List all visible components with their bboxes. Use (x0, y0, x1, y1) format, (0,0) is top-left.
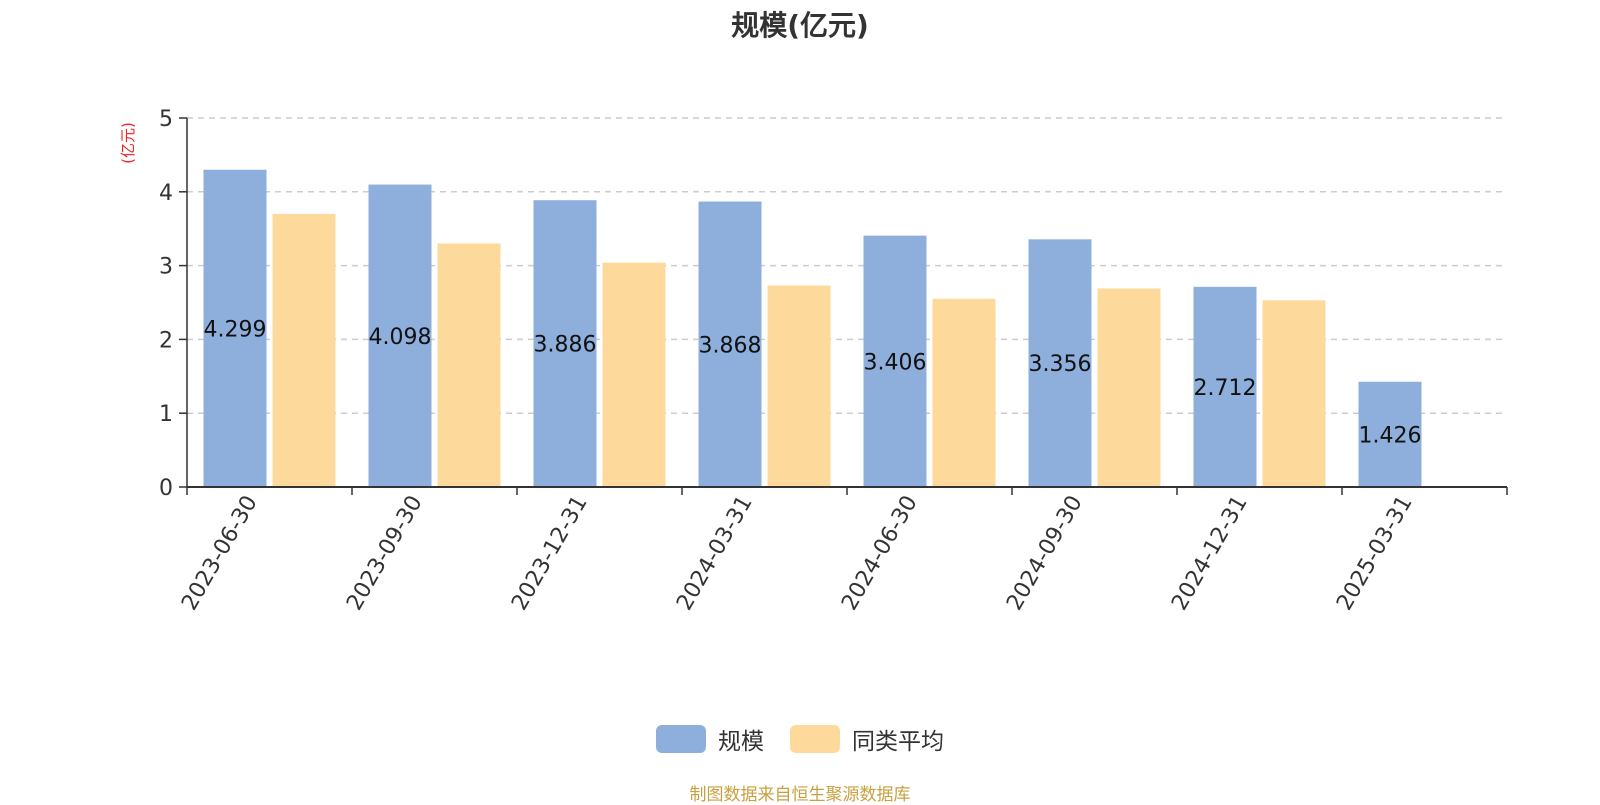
data-label-scale-5: 3.356 (1029, 352, 1092, 377)
x-tick-label-1: 2023-09-30 (342, 492, 428, 615)
bar-scale-5 (1028, 239, 1092, 487)
bar-peer-average-4 (932, 298, 996, 487)
bar-peer-average-5 (1097, 288, 1161, 487)
bar-scale-7 (1358, 381, 1422, 487)
source-note: 制图数据来自恒生聚源数据库 (689, 785, 911, 805)
x-tick-label-6: 2024-12-31 (1167, 492, 1253, 615)
bar-peer-average-0 (272, 213, 336, 487)
legend-swatch-scale (656, 725, 706, 753)
legend-item-peer-average[interactable]: 同类平均 (790, 722, 944, 756)
data-label-scale-6: 2.712 (1194, 376, 1257, 401)
bar-scale-2 (533, 200, 597, 487)
data-label-scale-1: 4.098 (369, 325, 432, 350)
bar-scale-4 (863, 235, 927, 487)
legend-swatch-peer-average (790, 725, 840, 753)
bar-scale-6 (1193, 286, 1257, 487)
x-tick-label-5: 2024-09-30 (1002, 492, 1088, 615)
bar-scale-0 (203, 169, 267, 487)
y-axis-label: (亿元) (119, 122, 137, 164)
y-tick-label-0: 0 (159, 476, 173, 501)
bar-scale-3 (698, 201, 762, 487)
bar-scale-1 (368, 184, 432, 487)
data-label-scale-4: 3.406 (864, 350, 927, 375)
bar-peer-average-2 (602, 262, 666, 487)
data-label-scale-0: 4.299 (204, 317, 267, 342)
data-label-scale-2: 3.886 (534, 333, 597, 358)
x-tick-label-0: 2023-06-30 (177, 492, 263, 615)
y-tick-label-3: 3 (159, 255, 173, 280)
legend-label-peer-average: 同类平均 (852, 729, 944, 755)
x-tick-label-4: 2024-06-30 (837, 492, 923, 615)
y-tick-label-4: 4 (159, 181, 173, 206)
legend-label-scale: 规模 (718, 729, 764, 755)
bar-peer-average-1 (437, 243, 501, 487)
data-label-scale-3: 3.868 (699, 333, 762, 358)
x-tick-label-3: 2024-03-31 (672, 492, 758, 615)
bar-peer-average-6 (1262, 300, 1326, 487)
y-tick-label-1: 1 (159, 402, 173, 427)
legend: 规模 同类平均 (0, 722, 1600, 756)
chart-title: 规模(亿元) (731, 9, 869, 42)
y-tick-label-2: 2 (159, 328, 173, 353)
x-tick-label-2: 2023-12-31 (507, 492, 593, 615)
x-tick-label-7: 2025-03-31 (1332, 492, 1418, 615)
y-tick-label-5: 5 (159, 107, 173, 132)
legend-item-scale[interactable]: 规模 (656, 722, 764, 756)
bar-peer-average-3 (767, 285, 831, 487)
data-label-scale-7: 1.426 (1359, 423, 1422, 448)
